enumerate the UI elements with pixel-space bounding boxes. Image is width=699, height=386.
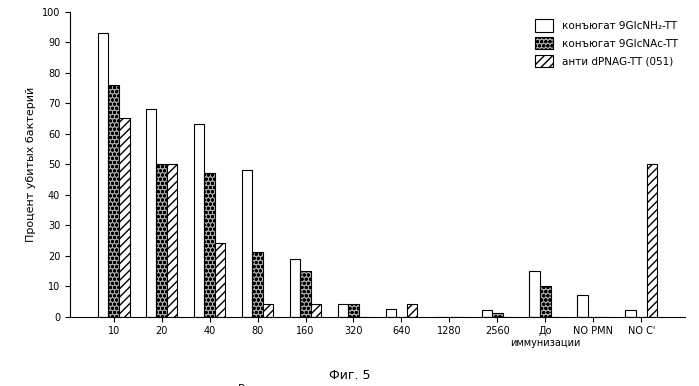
Bar — [492, 313, 503, 317]
Bar — [119, 118, 129, 317]
Bar — [626, 310, 636, 317]
Bar — [204, 173, 215, 317]
Bar — [263, 304, 273, 317]
Bar — [242, 170, 252, 317]
Bar — [338, 304, 348, 317]
Bar — [289, 259, 301, 317]
Bar — [386, 309, 396, 317]
Bar — [301, 271, 311, 317]
Bar — [108, 85, 119, 317]
Bar — [540, 286, 551, 317]
Bar — [311, 304, 322, 317]
Text: Разведение сыворотки: Разведение сыворотки — [238, 384, 373, 386]
Bar — [146, 109, 157, 317]
Bar — [482, 310, 492, 317]
Bar — [407, 304, 417, 317]
Text: Фиг. 5: Фиг. 5 — [329, 369, 370, 382]
Bar — [348, 304, 359, 317]
Bar — [252, 252, 263, 317]
Y-axis label: Процент убитых бактерий: Процент убитых бактерий — [27, 86, 36, 242]
Bar — [167, 164, 178, 317]
Bar — [157, 164, 167, 317]
Bar — [529, 271, 540, 317]
Bar — [194, 124, 204, 317]
Legend: конъюгат 9GlcNH₂-TT, конъюгат 9GlcNAc-TT, анти dPNAG-TT (051): конъюгат 9GlcNH₂-TT, конъюгат 9GlcNAc-TT… — [531, 15, 682, 71]
Bar — [577, 295, 588, 317]
Bar — [647, 164, 657, 317]
Bar — [98, 33, 108, 317]
Bar — [215, 243, 226, 317]
